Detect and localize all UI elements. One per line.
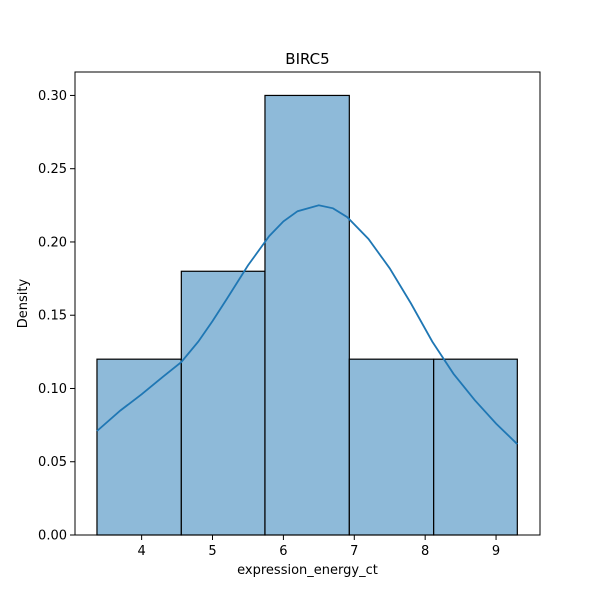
kde-curve — [96, 204, 518, 445]
y-axis-label: Density — [16, 278, 31, 328]
y-tick-label: 0.30 — [38, 89, 67, 104]
x-tick-label: 7 — [350, 544, 358, 559]
histogram-bar — [96, 358, 182, 536]
histogram-bar — [433, 358, 518, 536]
plot-frame — [74, 71, 541, 536]
y-tick-label: 0.05 — [38, 455, 67, 470]
x-axis-ticks: 4 5 6 7 8 9 — [137, 535, 500, 559]
x-tick-label: 8 — [421, 544, 429, 559]
x-tick-label: 5 — [208, 544, 216, 559]
y-tick-label: 0.20 — [38, 235, 67, 250]
y-tick-label: 0.25 — [38, 162, 67, 177]
histogram-bar — [348, 358, 435, 536]
x-axis-label: expression_energy_ct — [237, 563, 378, 578]
y-axis-ticks: 0.00 0.05 0.10 0.15 0.20 0.25 0.30 — [38, 89, 75, 544]
chart-title: BIRC5 — [285, 50, 329, 68]
x-tick-label: 9 — [492, 544, 500, 559]
y-tick-label: 0.10 — [38, 382, 67, 397]
histogram-bar — [264, 94, 350, 536]
y-tick-label: 0.15 — [38, 309, 67, 324]
y-tick-label: 0.00 — [38, 529, 67, 544]
x-tick-label: 4 — [137, 544, 145, 559]
histogram-bars — [96, 94, 518, 536]
histogram-bar — [180, 270, 266, 536]
x-tick-label: 6 — [279, 544, 287, 559]
